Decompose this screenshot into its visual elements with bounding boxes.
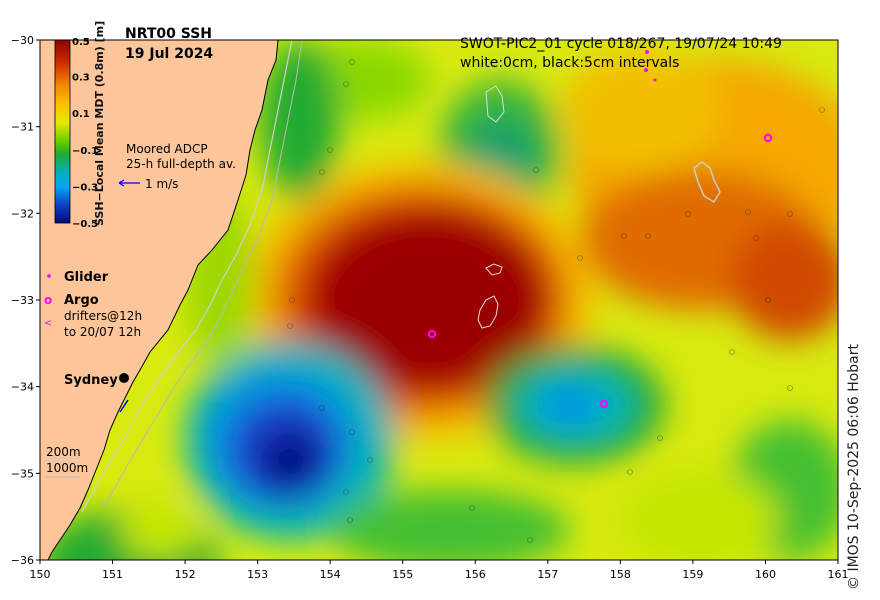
ssh-field xyxy=(40,40,838,560)
colorbar-label: SSH−Local Mean MDT (0.8m) [m] xyxy=(93,21,106,226)
lat-tick-label: −35 xyxy=(11,467,34,480)
imos-credit: © IMOS 10-Sep-2025 06:06 Hobart xyxy=(846,344,862,590)
glider-legend-label: Glider xyxy=(64,270,109,285)
lon-tick-label: 153 xyxy=(247,568,268,581)
isobath-1000m xyxy=(103,40,303,507)
argo-legend-label: Argo xyxy=(64,293,99,308)
sydney-label: Sydney xyxy=(64,373,118,388)
argo-marker xyxy=(763,133,773,143)
lat-tick-label: −30 xyxy=(11,34,34,47)
colorbar-tick-label: −0.1 xyxy=(72,146,98,157)
glider-marker xyxy=(653,78,657,82)
glider-marker xyxy=(644,68,648,72)
lat-axis: −30 −31 −32 −33 −34 −35 −36 xyxy=(11,34,40,567)
lon-tick-label: 151 xyxy=(102,568,123,581)
lat-tick-label: −34 xyxy=(11,381,34,394)
colorbar-tick-label: −0.5 xyxy=(72,219,98,230)
lat-tick-label: −36 xyxy=(11,554,34,567)
isobath-200m xyxy=(81,40,293,513)
adcp-current-arrow xyxy=(119,399,129,413)
colorbar-tick-label: −0.3 xyxy=(72,182,98,193)
adcp-scale-label: 1 m/s xyxy=(145,177,178,191)
adcp-scale-arrowhead xyxy=(118,179,125,187)
isobath-200-label: 200m xyxy=(46,445,81,459)
lon-tick-label: 156 xyxy=(465,568,486,581)
lon-tick-label: 158 xyxy=(610,568,631,581)
colorbar-ticks: 0.5 0.3 0.1 −0.1 −0.3 −0.5 xyxy=(72,37,98,230)
adcp-legend-title: Moored ADCP xyxy=(126,142,208,156)
drifter-legend-icon: < xyxy=(44,318,52,329)
colorbar xyxy=(54,39,71,224)
drifter-markers xyxy=(287,59,825,543)
colorbar-tick-label: 0.3 xyxy=(72,73,90,84)
drifters-legend-line1: drifters@12h xyxy=(64,309,142,323)
drifters-legend-line2: to 20/07 12h xyxy=(64,325,141,339)
lat-tick-label: −32 xyxy=(11,207,34,220)
swot-outline-2 xyxy=(477,295,499,329)
land-australia xyxy=(40,40,279,560)
isobath-1000-label: 1000m xyxy=(46,461,88,475)
swot-outline-5 xyxy=(694,40,710,47)
lon-tick-label: 152 xyxy=(175,568,196,581)
lat-tick-label: −33 xyxy=(11,294,34,307)
lon-tick-label: 157 xyxy=(537,568,558,581)
lon-axis: 150 151 152 153 154 155 156 157 158 159 160 161 xyxy=(30,560,849,581)
adcp-legend-subtitle: 25-h full-depth av. xyxy=(126,157,236,171)
glider-legend-icon xyxy=(47,274,51,278)
lat-tick-label: −31 xyxy=(11,121,34,134)
lon-tick-label: 150 xyxy=(30,568,51,581)
argo-marker xyxy=(427,329,437,339)
map-title: NRT00 SSH xyxy=(125,26,212,42)
argo-marker xyxy=(599,399,609,409)
lon-tick-label: 155 xyxy=(392,568,413,581)
swot-interval: white:0cm, black:5cm intervals xyxy=(460,55,679,71)
lon-tick-label: 154 xyxy=(320,568,341,581)
lon-tick-label: 160 xyxy=(755,568,776,581)
swot-outline-1 xyxy=(485,263,503,276)
swot-outline-3 xyxy=(485,85,505,123)
lon-tick-label: 159 xyxy=(682,568,703,581)
sydney-marker xyxy=(119,373,129,383)
argo-legend-icon: o xyxy=(44,293,52,307)
swot-caption: SWOT-PIC2_01 cycle 018/267, 19/07/24 10:… xyxy=(460,36,782,52)
lon-tick-label: 161 xyxy=(828,568,849,581)
colorbar-tick-label: 0.1 xyxy=(72,109,90,120)
colorbar-tick-label: 0.5 xyxy=(72,37,90,48)
glider-marker xyxy=(645,50,649,54)
map-date: 19 Jul 2024 xyxy=(125,46,213,62)
swot-outline-4 xyxy=(693,161,721,204)
